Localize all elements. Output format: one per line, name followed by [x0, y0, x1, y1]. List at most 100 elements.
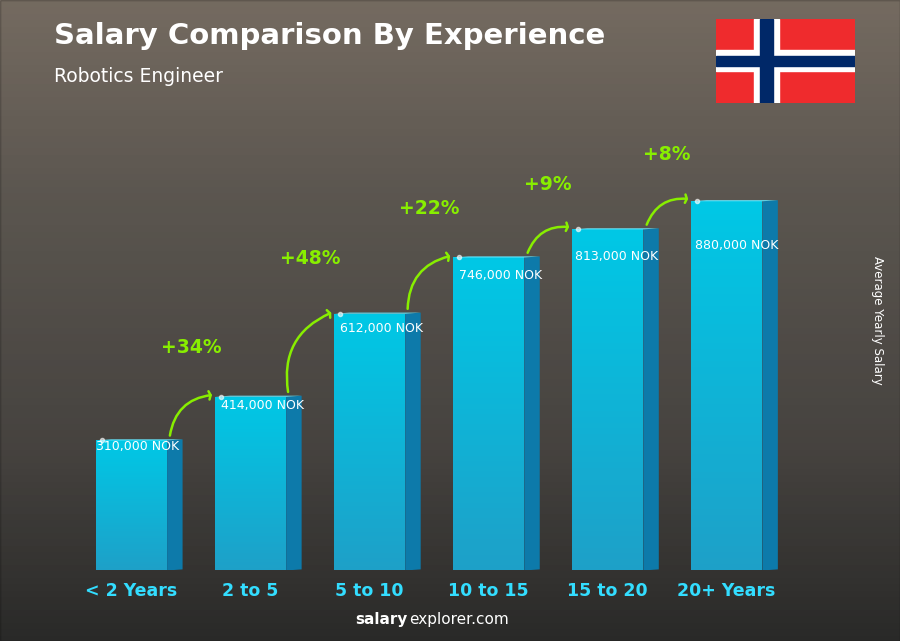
Bar — [572, 445, 644, 451]
Text: explorer.com: explorer.com — [410, 612, 509, 627]
Bar — [572, 326, 644, 331]
Bar — [691, 435, 762, 441]
Bar — [215, 553, 286, 556]
Bar — [691, 564, 762, 570]
Bar — [0, 442, 900, 449]
Bar — [0, 212, 900, 218]
Bar — [215, 446, 286, 449]
Bar — [572, 241, 644, 246]
Bar — [334, 468, 405, 472]
Text: +9%: +9% — [525, 175, 572, 194]
Bar — [95, 484, 167, 486]
Bar — [453, 258, 525, 263]
Bar — [215, 408, 286, 412]
Text: +34%: +34% — [160, 338, 221, 357]
Bar — [95, 503, 167, 506]
Bar — [572, 451, 644, 457]
Bar — [215, 406, 286, 408]
Bar — [95, 520, 167, 523]
Bar — [334, 382, 405, 387]
Bar — [572, 508, 644, 513]
Bar — [95, 449, 167, 451]
Bar — [572, 366, 644, 372]
Bar — [0, 58, 900, 64]
Bar — [95, 467, 167, 469]
Bar — [0, 244, 900, 250]
Bar — [215, 400, 286, 403]
Bar — [0, 519, 900, 526]
Bar — [0, 609, 900, 615]
Bar — [334, 532, 405, 537]
Bar — [691, 379, 762, 386]
Bar — [572, 337, 644, 343]
Bar — [215, 547, 286, 550]
Bar — [572, 354, 644, 360]
Bar — [691, 324, 762, 331]
Bar — [572, 485, 644, 491]
Bar — [95, 473, 167, 475]
Bar — [95, 562, 167, 564]
Bar — [334, 549, 405, 553]
Bar — [453, 503, 525, 508]
Bar — [95, 534, 167, 536]
Bar — [691, 546, 762, 552]
Bar — [691, 367, 762, 374]
Bar — [572, 263, 644, 269]
Bar — [453, 424, 525, 429]
Bar — [691, 318, 762, 324]
Bar — [334, 391, 405, 395]
Text: 414,000 NOK: 414,000 NOK — [220, 399, 303, 412]
Bar — [334, 506, 405, 511]
Bar — [691, 533, 762, 540]
Bar — [0, 365, 900, 372]
Bar — [691, 478, 762, 485]
Bar — [572, 422, 644, 428]
Bar — [0, 263, 900, 269]
Bar — [95, 542, 167, 544]
Bar — [572, 360, 644, 366]
Bar — [453, 304, 525, 310]
Bar — [95, 564, 167, 566]
Bar — [95, 506, 167, 508]
Bar — [453, 320, 525, 326]
Bar — [0, 128, 900, 135]
Bar — [334, 545, 405, 549]
Bar — [0, 570, 900, 577]
Bar — [95, 531, 167, 534]
Bar — [691, 509, 762, 515]
Bar — [691, 392, 762, 398]
Bar — [453, 539, 525, 544]
Bar — [0, 391, 900, 397]
Bar — [691, 287, 762, 294]
Bar — [215, 429, 286, 431]
Bar — [334, 442, 405, 446]
Bar — [0, 109, 900, 115]
Bar — [572, 428, 644, 434]
Bar — [453, 383, 525, 388]
Bar — [0, 583, 900, 590]
Bar — [95, 445, 167, 447]
Bar — [215, 440, 286, 443]
Bar — [334, 472, 405, 476]
Bar — [215, 556, 286, 559]
Bar — [691, 404, 762, 410]
Bar — [0, 205, 900, 212]
Bar — [334, 511, 405, 515]
Bar — [334, 365, 405, 369]
Bar — [572, 394, 644, 400]
Bar — [572, 281, 644, 287]
Bar — [453, 283, 525, 289]
Bar — [215, 397, 286, 400]
Bar — [572, 519, 644, 525]
Bar — [453, 346, 525, 351]
Bar — [0, 237, 900, 244]
Bar — [691, 497, 762, 503]
Bar — [95, 555, 167, 558]
Bar — [572, 513, 644, 519]
Bar — [572, 542, 644, 548]
Bar — [334, 433, 405, 438]
Bar — [334, 417, 405, 420]
Bar — [691, 490, 762, 497]
Bar — [215, 423, 286, 426]
Bar — [0, 269, 900, 276]
